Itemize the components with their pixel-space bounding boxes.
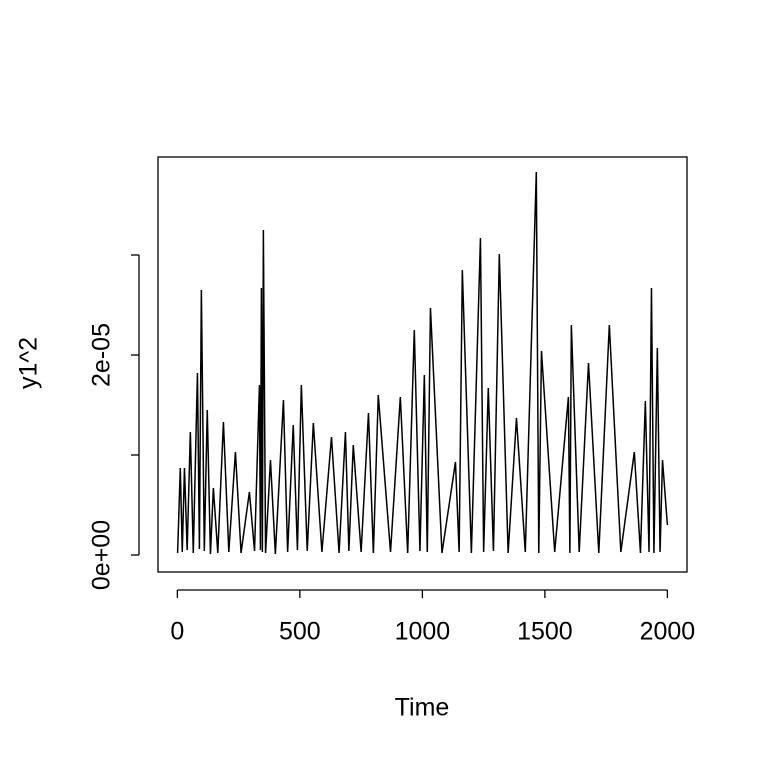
- x-tick-label: 0: [170, 618, 184, 646]
- plot-frame: [157, 156, 688, 573]
- x-tick-label: 1500: [517, 618, 573, 646]
- y-tick-label: 2e-05: [88, 323, 116, 387]
- y-tick-label: 0e+00: [88, 520, 116, 590]
- x-tick-label: 2000: [640, 618, 696, 646]
- x-tick-label: 1000: [395, 618, 451, 646]
- series-line: [176, 171, 669, 555]
- x-tick-label: 500: [279, 618, 321, 646]
- x-axis-label: Time: [395, 694, 450, 722]
- y-axis-label: y1^2: [15, 337, 43, 389]
